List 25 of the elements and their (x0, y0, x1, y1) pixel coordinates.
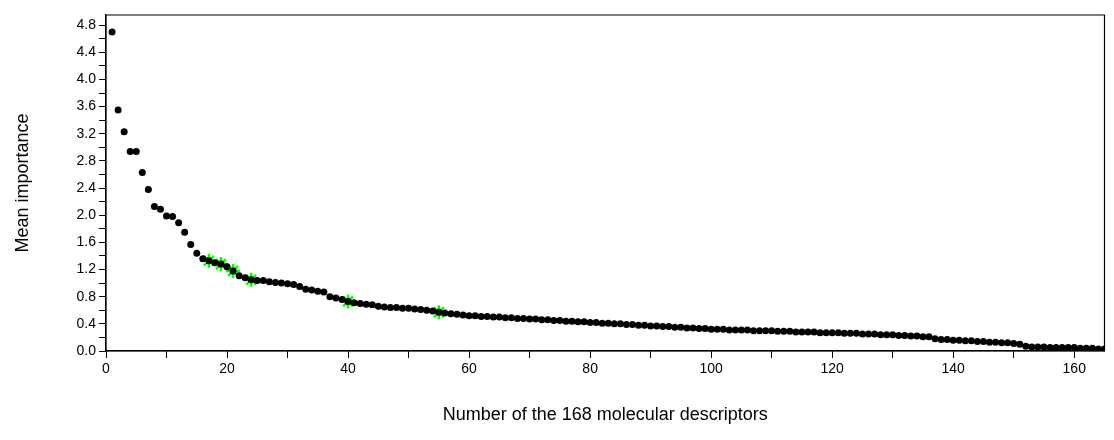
y-tick-label: 0.0 (76, 341, 97, 358)
y-tick-label: 1.6 (76, 233, 97, 250)
x-tick-label: 160 (1062, 360, 1087, 377)
x-tick-label: 20 (219, 360, 236, 377)
x-tick-label: 120 (820, 360, 845, 377)
y-tick-label: 0.4 (76, 314, 97, 331)
y-tick-label: 3.6 (76, 97, 97, 114)
x-tick-label: 140 (941, 360, 966, 377)
x-tick-label: 100 (699, 360, 724, 377)
y-tick-label: 4.4 (76, 43, 97, 60)
y-tick-label: 4.0 (76, 70, 97, 87)
x-tick-label: 80 (582, 360, 599, 377)
x-tick-label: 40 (340, 360, 357, 377)
y-tick-label: 0.8 (76, 287, 97, 304)
y-tick-label: 3.2 (76, 124, 97, 141)
point (224, 262, 242, 280)
y-axis-title: Mean importance (11, 113, 32, 253)
y-tick-label: 2.0 (76, 206, 97, 223)
y-tick-label: 4.8 (76, 16, 97, 33)
y-tick-label: 2.8 (76, 151, 97, 168)
x-tick-label: 60 (461, 360, 478, 377)
y-tick-label: 1.2 (76, 260, 97, 277)
y-tick-label: 2.4 (76, 178, 97, 195)
x-axis-title: Number of the 168 molecular descriptors (442, 404, 768, 425)
x-tick-label: 0 (102, 360, 111, 377)
